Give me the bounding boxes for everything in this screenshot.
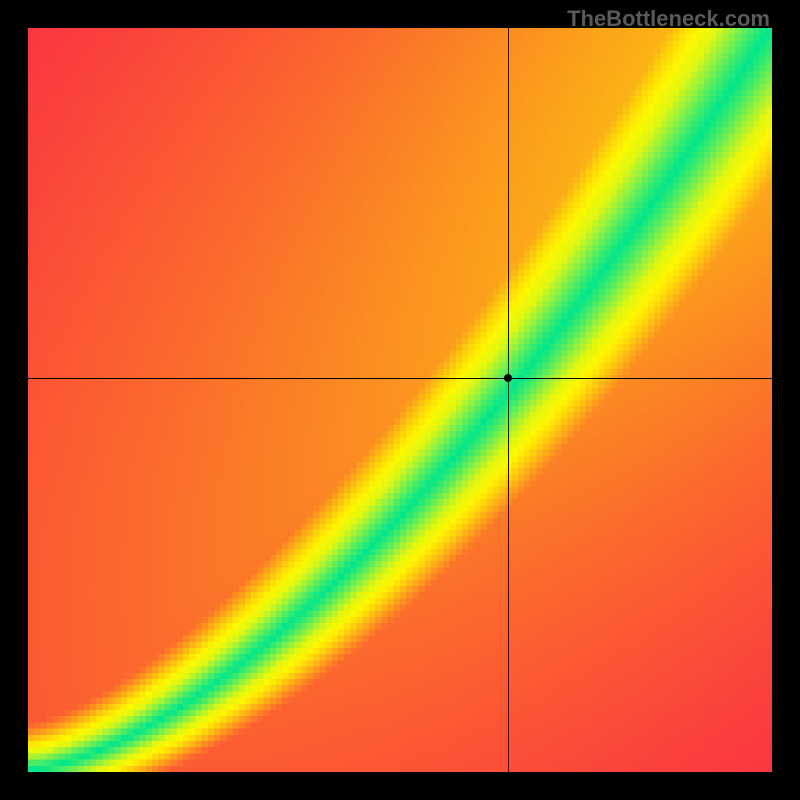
crosshair-marker [504, 374, 512, 382]
heatmap-canvas [28, 28, 772, 772]
chart-container: { "watermark": { "text": "TheBottleneck.… [0, 0, 800, 800]
crosshair-horizontal [28, 378, 772, 379]
crosshair-vertical [508, 28, 509, 772]
watermark-text: TheBottleneck.com [567, 6, 770, 32]
